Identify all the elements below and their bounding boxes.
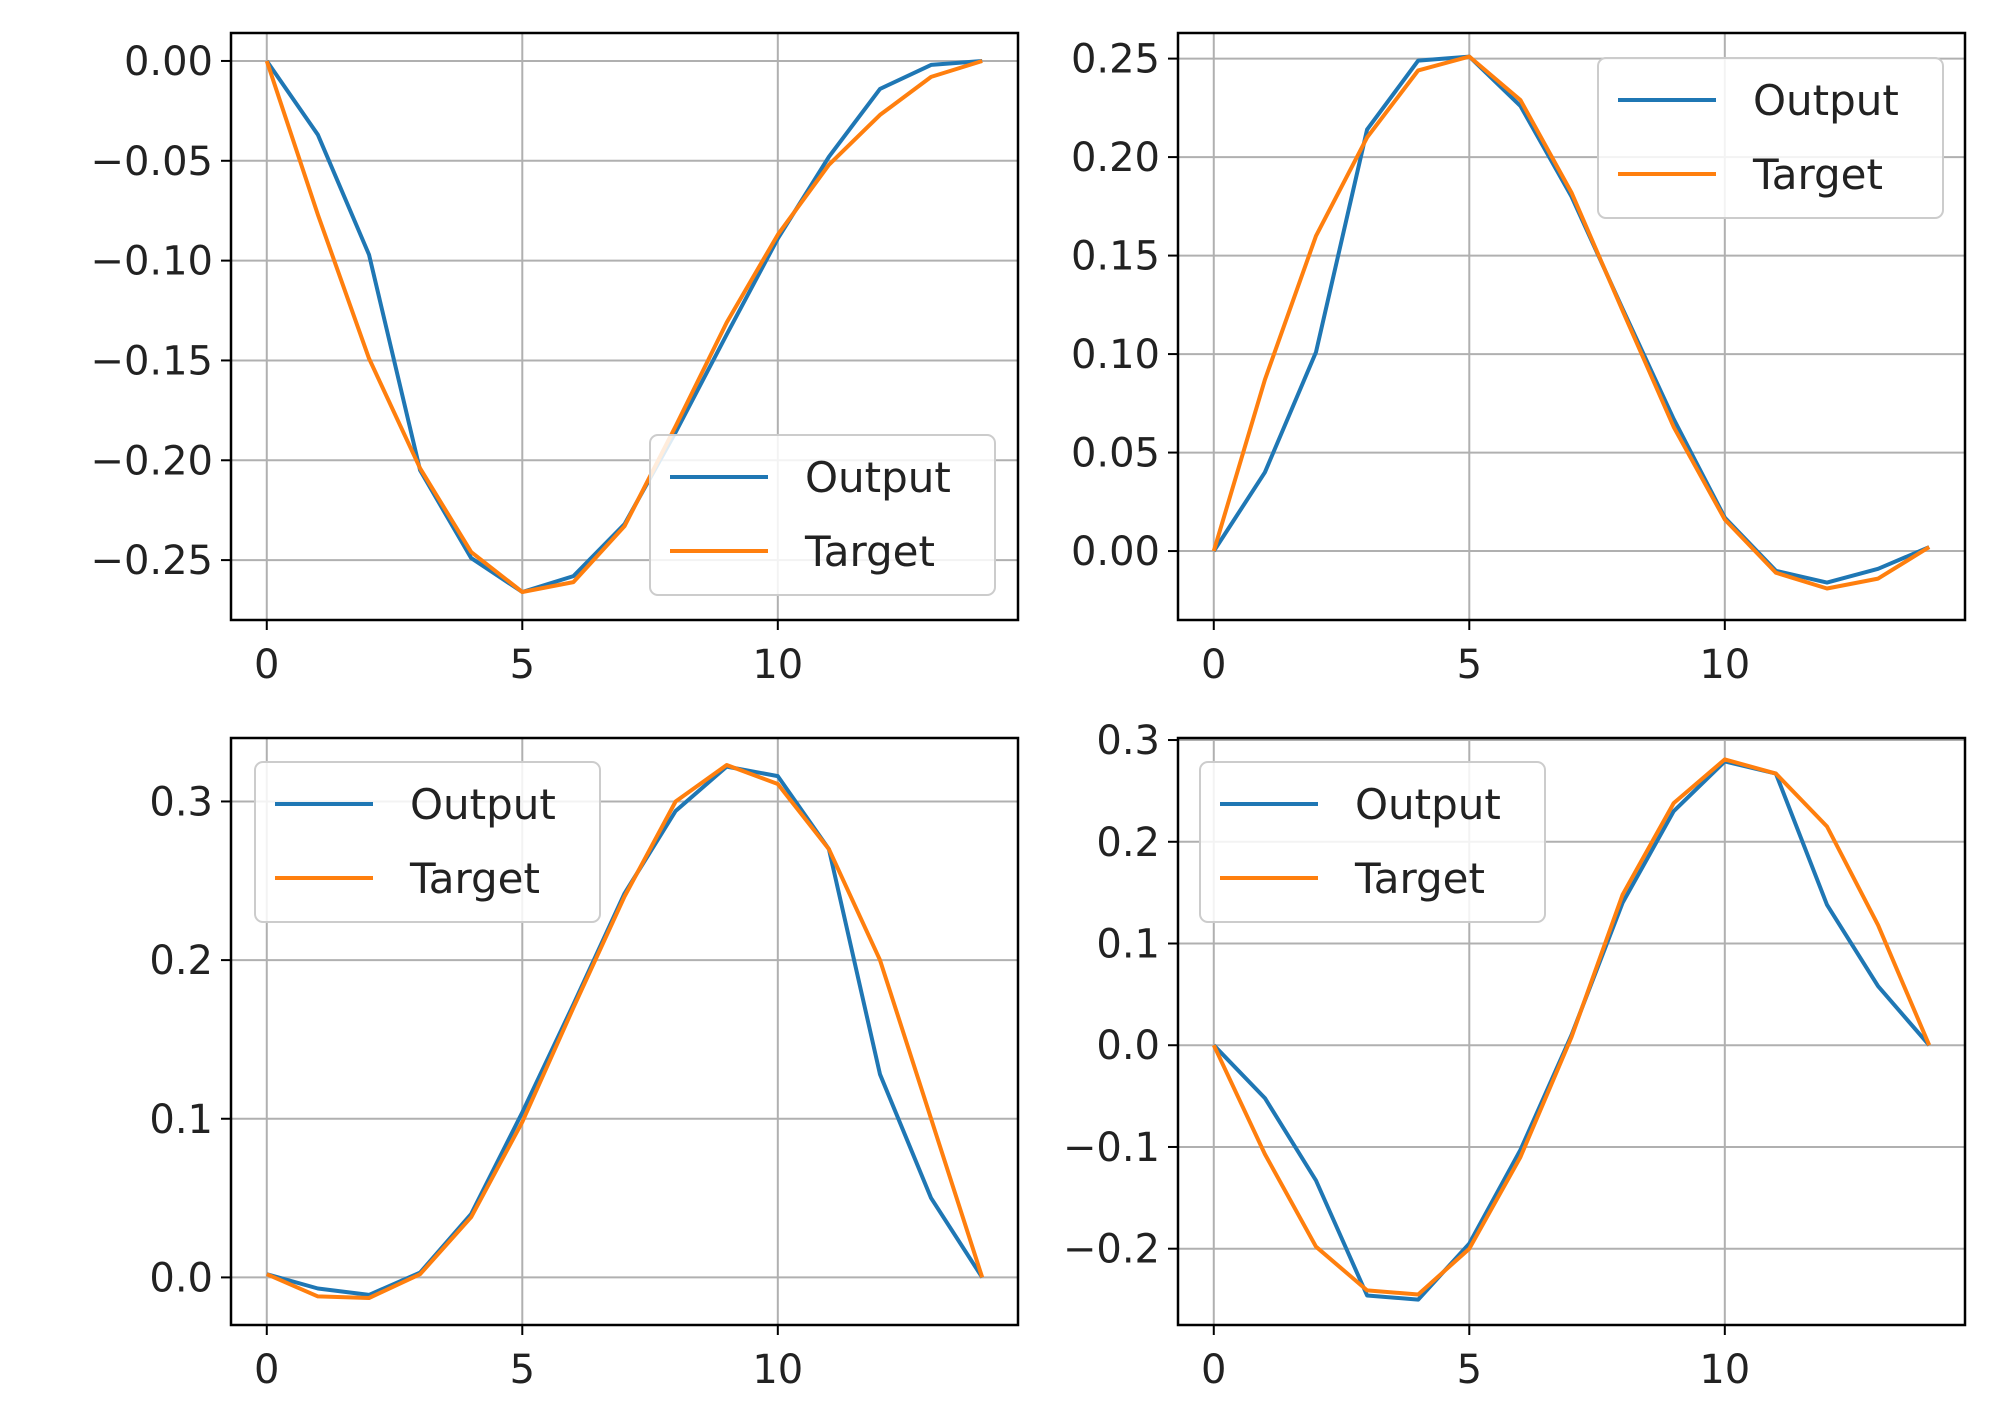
legend-label-target: Target — [1752, 150, 1883, 199]
axes-frame — [1176, 736, 1967, 1327]
y-tick-label: −0.05 — [90, 139, 213, 185]
y-tick-label: 0.1 — [149, 1097, 213, 1143]
legend-label-target: Target — [1354, 854, 1485, 903]
series-line-target — [266, 763, 985, 1300]
subplot-4: 0 5 10 −0.2 −0.1 0.0 0.1 0.2 0.3 Output Target — [1063, 718, 1967, 1393]
series-line-target — [1211, 757, 1932, 1297]
y-tick-label: 0.1 — [1096, 922, 1160, 968]
x-tick-label: 5 — [1457, 1347, 1482, 1393]
x-tick-label: 10 — [752, 1347, 803, 1393]
legend: Output Target — [1597, 57, 1944, 219]
y-tick-label: −0.15 — [90, 338, 213, 384]
x-tick-label: 0 — [254, 642, 279, 688]
series-line-target — [1211, 54, 1931, 591]
y-tick-label: 0.15 — [1071, 234, 1160, 280]
axes-frame — [229, 736, 1020, 1327]
y-tick-label: −0.20 — [90, 438, 213, 484]
y-tick-label: 0.2 — [149, 938, 213, 984]
legend-label-target: Target — [409, 854, 540, 903]
y-tick-label: −0.10 — [90, 239, 213, 285]
x-tick-label: 5 — [1457, 642, 1482, 688]
y-tick-label: −0.2 — [1063, 1227, 1160, 1273]
x-tick-label: 10 — [1699, 642, 1750, 688]
legend-label-output: Output — [410, 780, 556, 829]
y-tick-label: 0.2 — [1096, 820, 1160, 866]
y-tick-label: −0.1 — [1063, 1125, 1160, 1171]
y-tick-label: 0.20 — [1071, 135, 1160, 181]
legend: Output Target — [649, 434, 996, 596]
y-tick-label: 0.10 — [1071, 332, 1160, 378]
series-line-target — [264, 59, 983, 594]
y-tick-label: 0.05 — [1071, 431, 1160, 477]
y-tick-label: 0.00 — [124, 39, 213, 85]
x-tick-label: 5 — [510, 642, 535, 688]
axes-frame — [229, 31, 1020, 622]
x-tick-label: 0 — [254, 1347, 279, 1393]
legend: Output Target — [254, 761, 601, 923]
x-tick-label: 0 — [1201, 642, 1226, 688]
x-tick-label: 0 — [1201, 1347, 1226, 1393]
x-tick-label: 10 — [1699, 1347, 1750, 1393]
legend: Output Target — [1199, 761, 1546, 923]
axes-frame — [1176, 31, 1967, 622]
x-tick-label: 10 — [752, 642, 803, 688]
x-tick-label: 5 — [510, 1347, 535, 1393]
y-tick-label: 0.25 — [1071, 37, 1160, 83]
legend-label-output: Output — [1753, 76, 1899, 125]
subplot-1: 0 5 10 0.00 −0.05 −0.10 −0.15 −0.20 −0.25 Output T… — [90, 31, 1020, 688]
subplot-2: 0 5 10 0.00 0.05 0.10 0.15 0.20 0.25 Output Target — [1071, 31, 1967, 688]
y-tick-label: −0.25 — [90, 538, 213, 584]
y-tick-label: 0.0 — [149, 1255, 213, 1301]
y-tick-label: 0.0 — [1096, 1023, 1160, 1069]
legend-label-output: Output — [1355, 780, 1501, 829]
y-tick-label: 0.3 — [149, 779, 213, 825]
legend-label-target: Target — [804, 527, 935, 576]
legend-label-output: Output — [805, 453, 951, 502]
y-tick-label: 0.3 — [1096, 718, 1160, 764]
subplot-3: 0 5 10 0.0 0.1 0.2 0.3 Output Target — [149, 736, 1020, 1393]
y-tick-label: 0.00 — [1071, 529, 1160, 575]
